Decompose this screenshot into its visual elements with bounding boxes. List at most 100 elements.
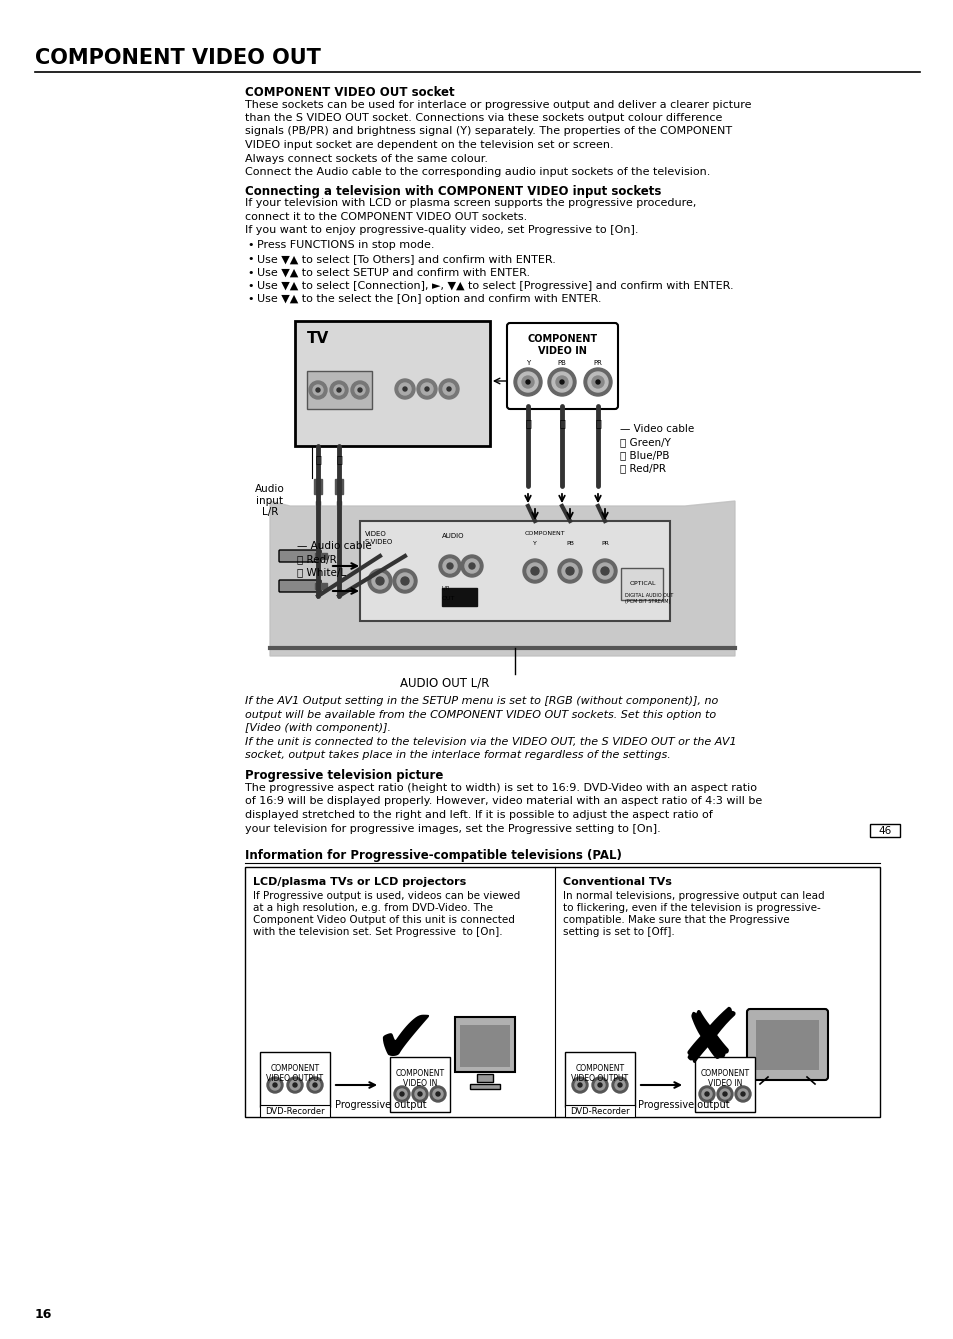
Circle shape (578, 1083, 581, 1087)
Text: Ⓑ: Ⓑ (558, 418, 564, 428)
Circle shape (330, 382, 348, 399)
Circle shape (592, 376, 603, 388)
Circle shape (717, 1086, 732, 1102)
Text: Use ▼▲ to select SETUP and confirm with ENTER.: Use ▼▲ to select SETUP and confirm with … (256, 268, 530, 277)
Text: PR: PR (593, 360, 601, 366)
Circle shape (552, 372, 572, 392)
Text: Connect the Audio cable to the corresponding audio input sockets of the televisi: Connect the Audio cable to the correspon… (245, 167, 710, 177)
Circle shape (464, 558, 478, 573)
Circle shape (398, 383, 411, 395)
Text: VIDEO input socket are dependent on the television set or screen.: VIDEO input socket are dependent on the … (245, 141, 613, 150)
Circle shape (372, 573, 388, 589)
Circle shape (587, 372, 607, 392)
Circle shape (313, 386, 323, 395)
Circle shape (313, 1083, 316, 1087)
Text: COMPONENT
VIDEO OUTPUT: COMPONENT VIDEO OUTPUT (266, 1065, 323, 1083)
Bar (564, 1052, 635, 1107)
Text: COMPONENT
VIDEO OUTPUT: COMPONENT VIDEO OUTPUT (571, 1065, 628, 1083)
Text: with the television set. Set Progressive  to [On].: with the television set. Set Progressive… (253, 927, 502, 937)
Circle shape (592, 1077, 607, 1093)
Text: DVD-Recorder: DVD-Recorder (265, 1107, 324, 1115)
FancyBboxPatch shape (278, 580, 320, 592)
Text: Information for Progressive-compatible televisions (PAL): Information for Progressive-compatible t… (245, 849, 621, 862)
Circle shape (525, 380, 530, 384)
Circle shape (355, 386, 365, 395)
Text: •: • (247, 241, 253, 250)
Circle shape (740, 1093, 744, 1097)
Text: displayed stretched to the right and left. If it is possible to adjust the aspec: displayed stretched to the right and lef… (245, 810, 712, 819)
Text: Ⓐ: Ⓐ (314, 454, 320, 465)
Circle shape (416, 379, 436, 399)
Circle shape (315, 388, 319, 392)
Text: Connecting a television with COMPONENT VIDEO input sockets: Connecting a television with COMPONENT V… (245, 185, 660, 197)
Text: Ⓑ Blue/PB: Ⓑ Blue/PB (619, 450, 669, 461)
Circle shape (612, 1077, 627, 1093)
Text: Ⓑ: Ⓑ (335, 454, 341, 465)
Circle shape (307, 1077, 323, 1093)
Circle shape (438, 379, 458, 399)
Text: If the AV1 Output setting in the SETUP menu is set to [RGB (without component)],: If the AV1 Output setting in the SETUP m… (245, 696, 718, 706)
Circle shape (309, 382, 327, 399)
Bar (294, 321, 490, 446)
Text: Ⓒ: Ⓒ (595, 418, 600, 428)
Text: Ⓑ White/L: Ⓑ White/L (296, 566, 346, 577)
Text: If you want to enjoy progressive-quality video, set Progressive to [On].: If you want to enjoy progressive-quality… (245, 225, 638, 236)
Bar (459, 1024, 510, 1067)
Circle shape (521, 376, 534, 388)
Bar (260, 1052, 330, 1107)
Text: output will be available from the COMPONENT VIDEO OUT sockets. Set this option t: output will be available from the COMPON… (245, 710, 716, 719)
Circle shape (400, 577, 409, 585)
Text: COMPONENT
VIDEO IN: COMPONENT VIDEO IN (527, 333, 597, 356)
Circle shape (267, 1077, 283, 1093)
Circle shape (565, 566, 574, 574)
Circle shape (273, 1083, 276, 1087)
Text: your television for progressive images, set the Progressive setting to [On].: your television for progressive images, … (245, 823, 660, 833)
Text: •: • (247, 295, 253, 304)
Circle shape (618, 1083, 621, 1087)
Circle shape (583, 368, 612, 396)
Circle shape (430, 1086, 446, 1102)
Circle shape (720, 1089, 729, 1099)
Text: DIGITAL AUDIO OUT
(PCM BIT STREAM): DIGITAL AUDIO OUT (PCM BIT STREAM) (624, 593, 673, 604)
Text: DVD-Recorder: DVD-Recorder (570, 1107, 629, 1115)
Bar (307, 371, 372, 408)
Text: ✘: ✘ (678, 1006, 741, 1079)
Text: Progressive output: Progressive output (335, 1101, 426, 1110)
Text: AUDIO: AUDIO (441, 533, 464, 540)
Text: •: • (247, 254, 253, 264)
Circle shape (561, 562, 578, 578)
Circle shape (704, 1093, 708, 1097)
Text: OPTICAL: OPTICAL (629, 581, 656, 586)
Circle shape (526, 562, 542, 578)
Text: COMPONENT VIDEO OUT socket: COMPONENT VIDEO OUT socket (245, 86, 455, 99)
Circle shape (738, 1089, 747, 1099)
Circle shape (357, 388, 361, 392)
Bar (359, 521, 669, 621)
Circle shape (424, 387, 429, 391)
Bar (755, 1020, 818, 1070)
Bar (441, 588, 476, 607)
Circle shape (394, 1086, 410, 1102)
Text: setting is set to [Off].: setting is set to [Off]. (562, 927, 674, 937)
Circle shape (514, 368, 541, 396)
Circle shape (447, 387, 451, 391)
Text: of 16:9 will be displayed properly. However, video material with an aspect ratio: of 16:9 will be displayed properly. Howe… (245, 797, 761, 806)
Polygon shape (270, 501, 734, 656)
Circle shape (722, 1093, 726, 1097)
Text: L/R: L/R (441, 586, 450, 590)
Circle shape (469, 562, 475, 569)
Bar (390, 1056, 450, 1111)
Circle shape (336, 388, 340, 392)
Text: Audio
input
L/R: Audio input L/R (254, 483, 284, 517)
Circle shape (396, 1089, 407, 1099)
Text: — Audio cable: — Audio cable (296, 541, 372, 552)
Bar (455, 1018, 515, 1073)
Text: In normal televisions, progressive output can lead: In normal televisions, progressive outpu… (562, 890, 823, 901)
Bar (314, 479, 322, 494)
Circle shape (572, 1077, 587, 1093)
Circle shape (417, 1093, 421, 1097)
Text: ✔: ✔ (373, 1006, 436, 1079)
Text: Ⓐ: Ⓐ (524, 418, 531, 428)
Text: Progressive television picture: Progressive television picture (245, 770, 443, 782)
Circle shape (334, 386, 344, 395)
